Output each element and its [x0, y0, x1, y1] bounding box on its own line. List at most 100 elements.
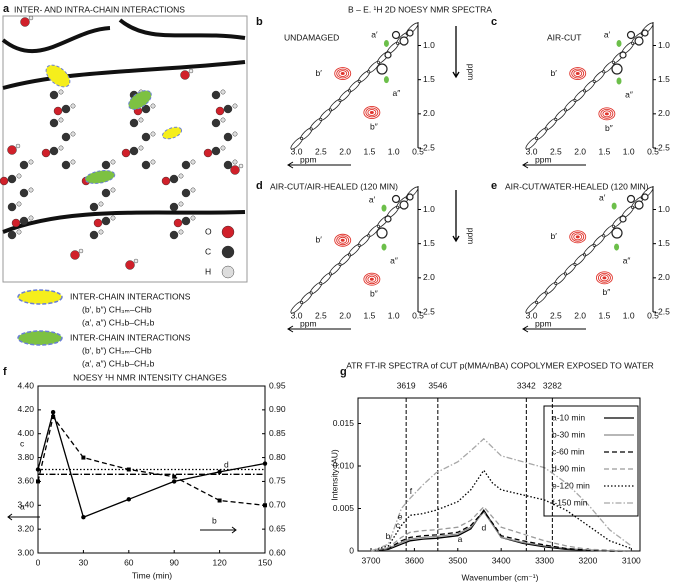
- diagonal-contour: [300, 291, 313, 305]
- legend-box: [543, 405, 639, 517]
- atom: [101, 188, 111, 198]
- atom: [19, 160, 29, 170]
- chart-title: ATR FT-IR SPECTRA of CUT p(MMA/nBA) COPO…: [346, 360, 654, 370]
- diagonal-contour: [367, 60, 380, 74]
- cross-peak: [604, 112, 609, 116]
- atom: [70, 103, 76, 109]
- diagonal-contour: [573, 253, 587, 266]
- marker: [81, 455, 86, 460]
- diagonal-contour: [290, 136, 304, 150]
- y-tick-label: 0.010: [333, 460, 355, 470]
- contour-blob: [634, 200, 644, 210]
- marker: [126, 497, 131, 502]
- y2-tick-label: 0.95: [269, 380, 286, 390]
- peak-ring: [598, 107, 616, 121]
- y-tick-label: 2.5: [423, 306, 435, 316]
- diagonal-contour: [525, 300, 539, 314]
- atom: [70, 250, 80, 260]
- contour-blob: [391, 30, 401, 40]
- diagonal-contour: [640, 186, 654, 200]
- marker: [126, 467, 131, 472]
- legend-label: b-30 min: [552, 429, 585, 439]
- atom: [232, 159, 238, 165]
- diagonal-contour: [602, 224, 615, 238]
- y-tick-label: 3.00: [17, 547, 34, 557]
- reference-label: 3342: [517, 380, 536, 390]
- atom: [16, 229, 22, 235]
- atom: [28, 15, 34, 21]
- peak-ring: [334, 67, 352, 80]
- x-tick-label: 3200: [578, 555, 597, 565]
- atom: [89, 202, 99, 212]
- y-tick-label: 3.40: [17, 500, 34, 510]
- peak-label: b″: [370, 288, 378, 298]
- y2-tick-label: 0.75: [269, 476, 286, 486]
- cross-peak: [611, 202, 617, 210]
- atom: [232, 103, 238, 109]
- contour-blob: [611, 227, 623, 239]
- y-tick-label: 1.5: [423, 74, 435, 84]
- series-arrow: [7, 513, 40, 521]
- legend-label: a-10 min: [552, 412, 585, 422]
- atom-label: C: [205, 246, 211, 256]
- y-tick-label: 3.20: [17, 523, 34, 533]
- diagonal-contour: [602, 60, 615, 74]
- atom: [221, 265, 235, 279]
- cross-peak: [383, 39, 389, 47]
- diagonal-contour: [338, 89, 352, 102]
- series-line: [370, 437, 632, 552]
- x-tick-label: 1.5: [599, 146, 611, 156]
- cross-peak: [340, 72, 345, 76]
- x-tick-label: 3.0: [526, 146, 538, 156]
- x-tick-label: 2.0: [574, 146, 586, 156]
- x-tick-label: 120: [213, 557, 227, 567]
- peak-label: b″: [370, 122, 378, 132]
- atom: [203, 148, 213, 158]
- diagonal-contour: [535, 291, 548, 305]
- x-tick-label: 2.5: [550, 310, 562, 320]
- legend-title: INTER-CHAIN INTERACTIONS: [70, 291, 191, 301]
- diagonal-contour: [554, 272, 567, 286]
- diagonal-contour: [544, 281, 558, 295]
- marker: [217, 498, 222, 503]
- x-tick-label: 2.0: [574, 310, 586, 320]
- peak-label: a″: [390, 255, 398, 265]
- x-tick-label: 1.0: [388, 146, 400, 156]
- cross-peak: [616, 39, 622, 47]
- peak-ring: [365, 107, 379, 118]
- contour-blob: [626, 30, 636, 40]
- x-tick-label: 0.5: [412, 310, 424, 320]
- x-tick-label: 1.0: [388, 310, 400, 320]
- peak-label: a′: [371, 30, 378, 40]
- y-tick-label: 4.40: [17, 380, 34, 390]
- atom: [101, 160, 111, 170]
- panel-title: AIR-CUT/WATER-HEALED (120 MIN): [505, 181, 649, 191]
- atom: [138, 117, 144, 123]
- annotation: d: [481, 522, 486, 532]
- peak-ring: [597, 272, 611, 283]
- atom: [211, 90, 221, 100]
- marker: [217, 469, 222, 475]
- contour-blob: [399, 36, 409, 46]
- atom: [129, 118, 139, 128]
- x-tick-label: 2.0: [339, 310, 351, 320]
- y-tick-label: 0.015: [333, 418, 355, 428]
- peak-ring: [573, 70, 583, 77]
- contour-blob: [634, 36, 644, 46]
- atom: [141, 160, 151, 170]
- y-tick-label: 2.0: [423, 108, 435, 118]
- atom: [7, 145, 17, 155]
- y2-tick-label: 0.70: [269, 500, 286, 510]
- contour-blob: [391, 194, 401, 204]
- atom: [211, 146, 221, 156]
- diagonal-contour: [405, 186, 419, 200]
- cross-peak: [381, 243, 387, 251]
- atom: [133, 258, 139, 264]
- marker: [263, 503, 267, 508]
- cross-peak: [616, 77, 622, 85]
- peak-label: b′: [316, 68, 323, 78]
- x-tick-label: 60: [124, 557, 134, 567]
- y-tick-label: 1.0: [423, 204, 435, 214]
- diagonal-contour: [525, 136, 539, 150]
